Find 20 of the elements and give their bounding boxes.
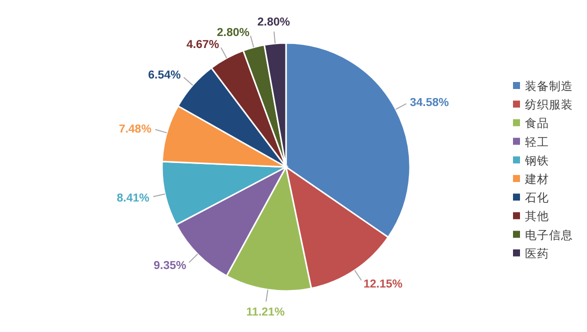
legend-label: 医药 xyxy=(525,247,549,260)
legend-label: 装备制造 xyxy=(525,80,573,93)
data-label: 4.67% xyxy=(186,39,220,52)
data-label: 12.15% xyxy=(364,278,403,291)
data-label: 2.80% xyxy=(257,16,290,29)
legend-label: 建材 xyxy=(524,173,549,186)
data-label: 34.58% xyxy=(410,96,449,109)
data-label: 9.35% xyxy=(154,260,186,272)
legend-label: 钢铁 xyxy=(524,154,549,168)
legend-label: 食品 xyxy=(525,117,549,130)
data-label: 6.54% xyxy=(148,70,181,82)
legend-label: 纺织服装 xyxy=(525,98,573,112)
legend-label: 石化 xyxy=(525,192,549,205)
data-label: 7.48% xyxy=(118,123,152,136)
data-label: 11.21% xyxy=(246,306,285,318)
data-label: 8.41% xyxy=(116,192,150,205)
legend-label: 轻工 xyxy=(525,136,549,149)
legend-label: 其他 xyxy=(525,210,549,224)
data-label: 2.80% xyxy=(216,26,250,39)
legend-label: 电子信息 xyxy=(525,228,573,242)
